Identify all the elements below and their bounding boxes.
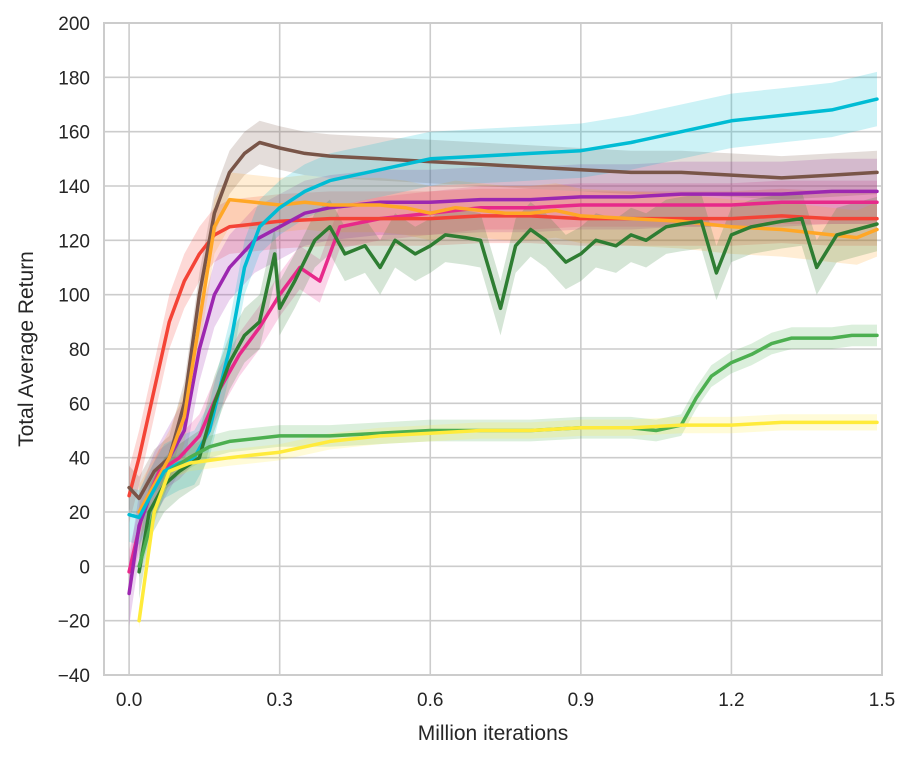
y-tick-label: 60	[69, 394, 90, 415]
series-line	[127, 140, 879, 501]
x-tick-label: 0.3	[266, 690, 292, 711]
x-tick-label: 1.2	[718, 690, 744, 711]
x-tick-labels: 0.0 0.3 0.6 0.9 1.2 1.5	[116, 690, 895, 711]
y-axis-label: Total Average Return	[15, 251, 38, 447]
y-tick-labels: −40 −20 0 20 40 60 80 100 120 140 160 180 200	[58, 14, 90, 687]
y-tick-label: 140	[58, 177, 90, 198]
y-tick-label: 100	[58, 286, 90, 307]
x-tick-label: 0.0	[116, 690, 142, 711]
x-tick-label: 0.9	[568, 690, 594, 711]
series-line	[127, 189, 879, 596]
y-tick-label: 160	[58, 123, 90, 144]
y-tick-label: −20	[58, 612, 90, 633]
series-line	[127, 214, 879, 498]
series-line	[137, 420, 879, 623]
x-axis-label: Million iterations	[418, 722, 569, 745]
y-tick-label: 20	[69, 503, 90, 524]
series-line	[127, 200, 879, 574]
series-line	[137, 197, 879, 514]
y-tick-label: 200	[58, 14, 90, 35]
x-tick-label: 0.6	[417, 690, 443, 711]
series-band	[129, 71, 878, 545]
x-tick-label: 1.5	[869, 690, 895, 711]
series-band	[139, 172, 878, 540]
y-tick-label: 40	[69, 449, 90, 470]
series-band	[129, 180, 878, 594]
y-tick-label: 0	[79, 557, 90, 578]
y-tick-label: 80	[69, 340, 90, 361]
series-lines	[127, 97, 879, 623]
series-band	[129, 120, 878, 521]
series-line	[137, 216, 879, 574]
y-tick-label: −40	[58, 666, 90, 687]
y-tick-label: 120	[58, 231, 90, 252]
series-band	[129, 158, 878, 627]
plot-frame	[103, 22, 883, 676]
y-tick-label: 180	[58, 68, 90, 89]
